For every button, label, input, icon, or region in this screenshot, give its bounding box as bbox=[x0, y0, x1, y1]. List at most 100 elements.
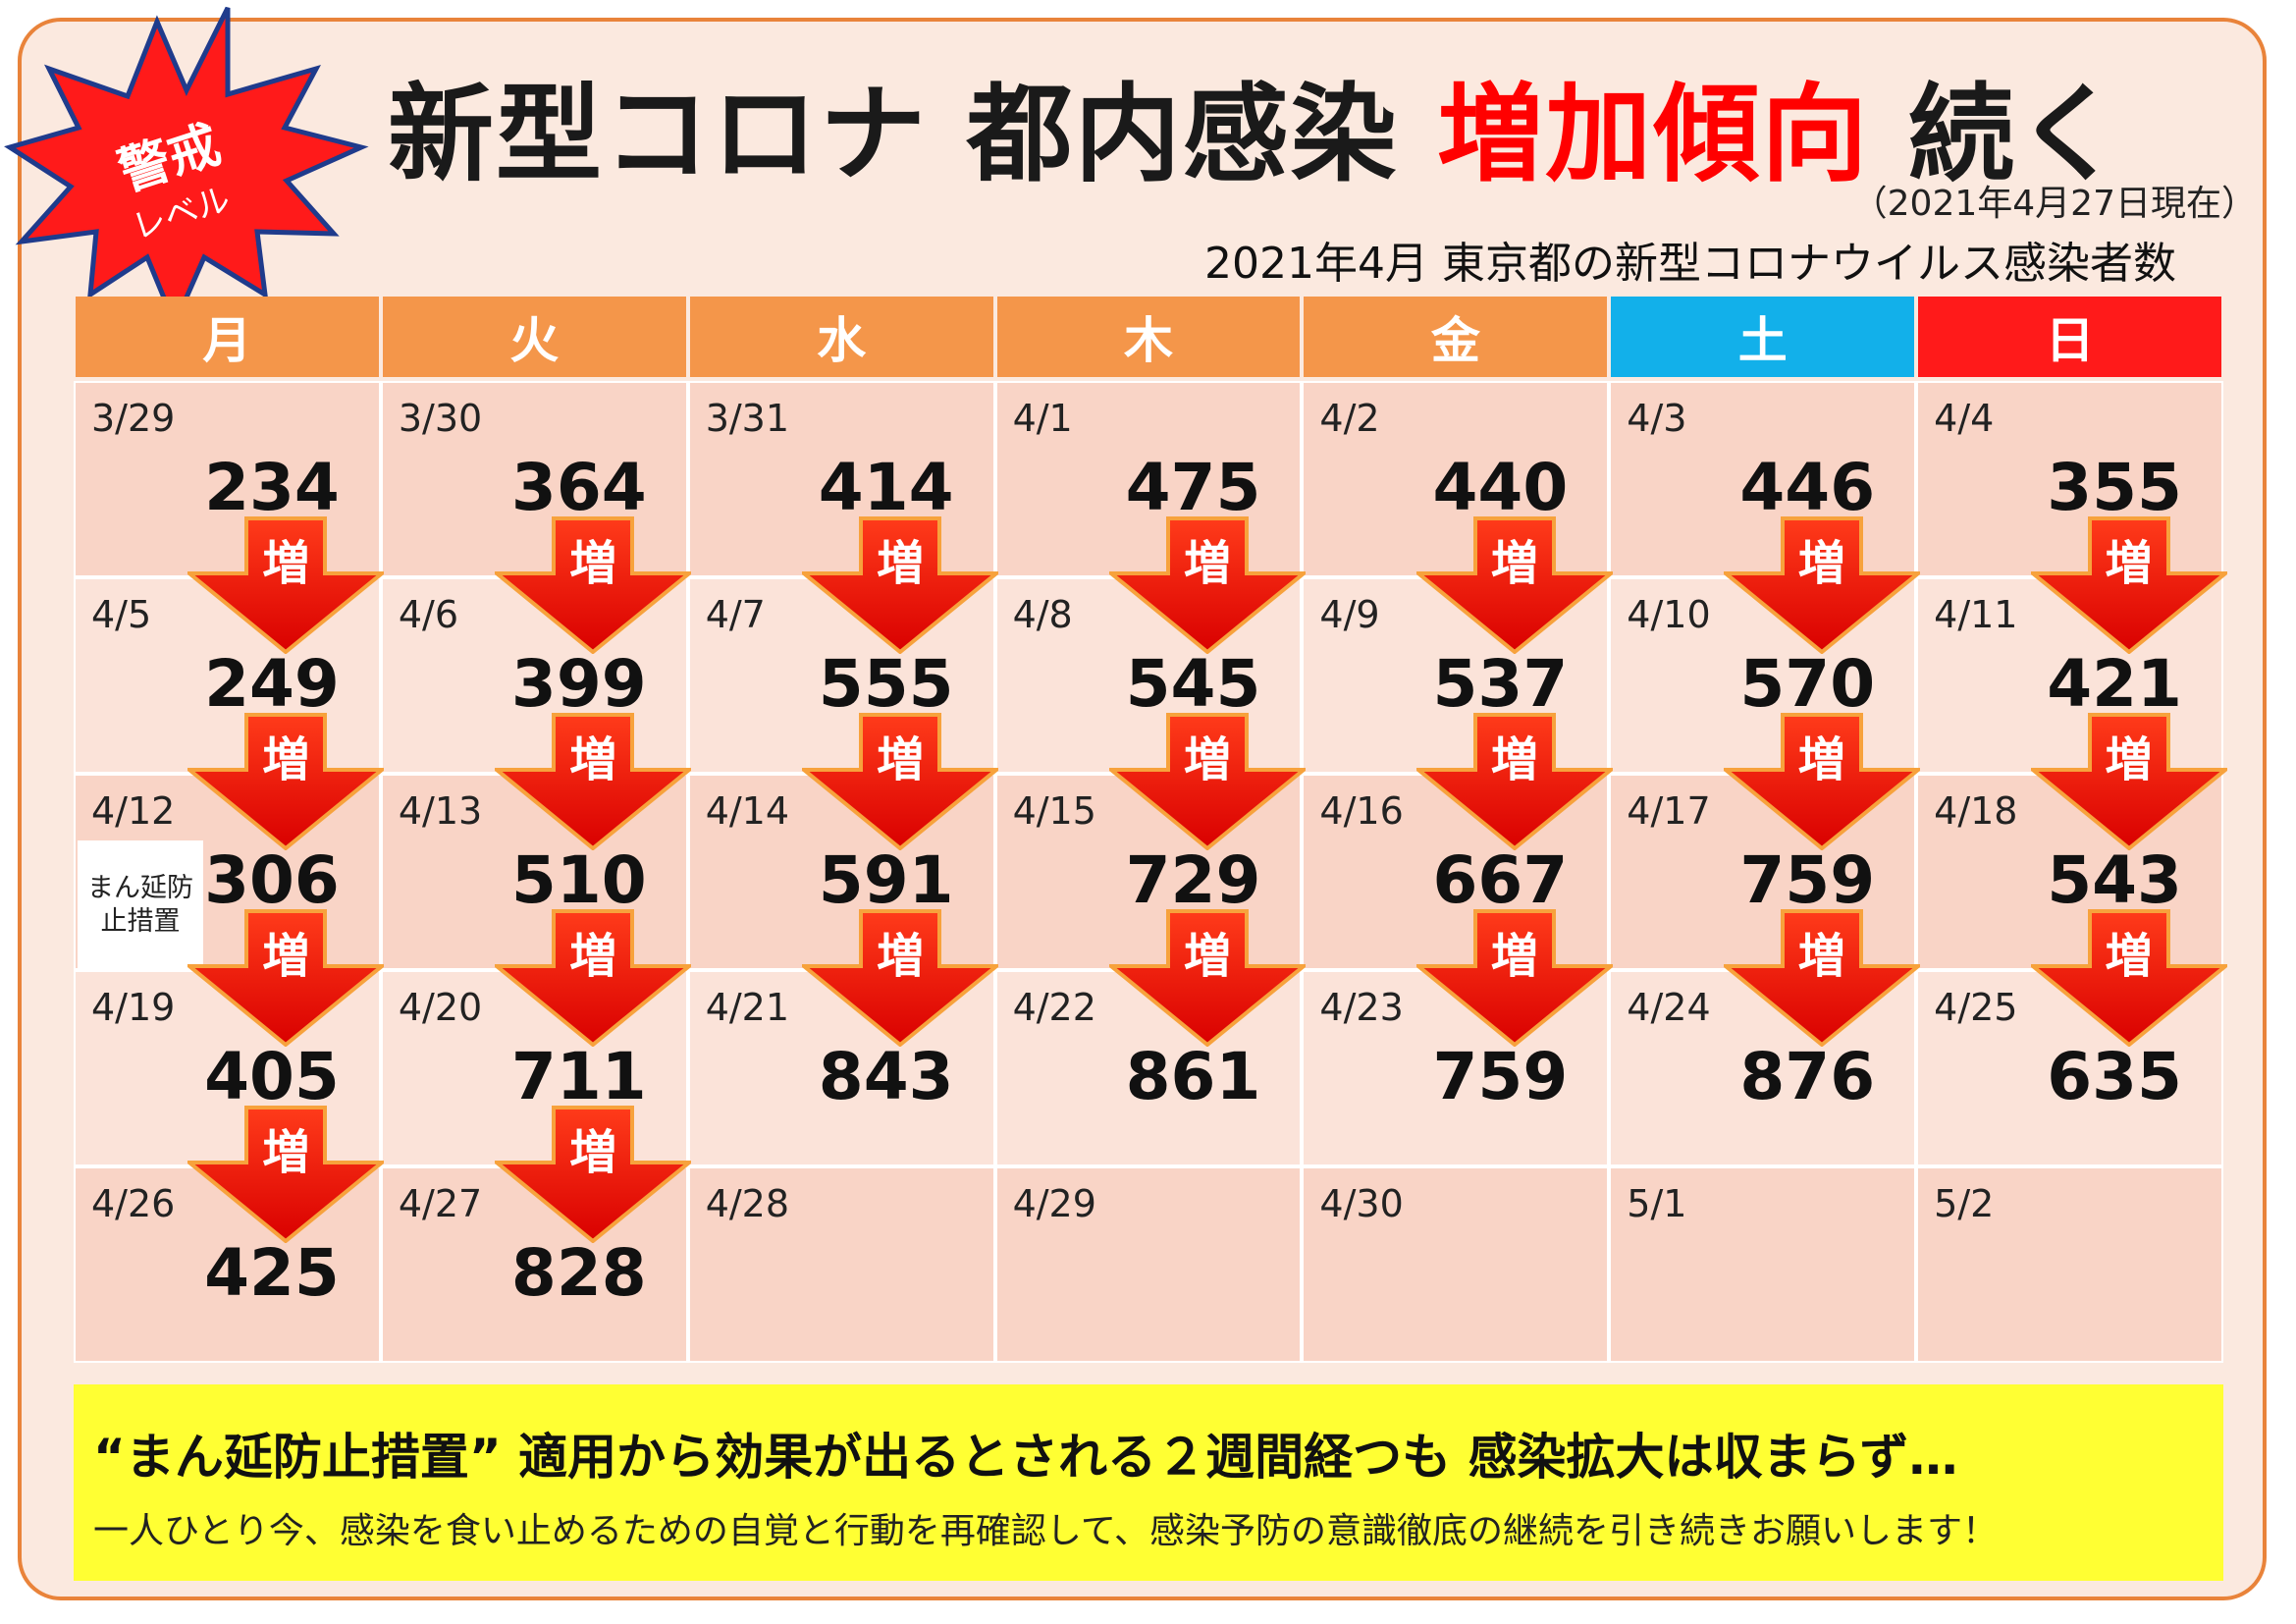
increase-arrow-icon: 増 bbox=[491, 713, 695, 851]
day-date: 4/11 bbox=[1934, 593, 2018, 636]
day-date: 4/8 bbox=[1012, 593, 1073, 636]
arrow-shape bbox=[1720, 713, 1924, 851]
increase-label: 増 bbox=[262, 536, 310, 591]
page-title: 新型コロナ 都内感染 増加傾向 続く bbox=[388, 49, 2155, 196]
measure-note: まん延防止措置 bbox=[78, 840, 203, 970]
day-case-count: 667 bbox=[1432, 842, 1569, 918]
increase-label: 増 bbox=[877, 732, 925, 787]
day-date: 4/3 bbox=[1627, 397, 1687, 440]
day-case-count: 510 bbox=[510, 842, 647, 918]
increase-label: 増 bbox=[262, 1125, 310, 1180]
day-date: 4/28 bbox=[705, 1182, 790, 1225]
day-cell: 3/30 364 bbox=[380, 381, 688, 577]
increase-arrow-icon: 増 bbox=[1720, 516, 1924, 655]
day-date: 4/7 bbox=[705, 593, 766, 636]
day-date: 4/25 bbox=[1934, 986, 2018, 1029]
day-date: 4/17 bbox=[1627, 789, 1711, 833]
day-date: 4/13 bbox=[398, 789, 483, 833]
day-case-count: 249 bbox=[204, 646, 340, 722]
measure-note-text: まん延防止措置 bbox=[86, 873, 193, 937]
day-date: 3/29 bbox=[91, 397, 176, 440]
increase-label: 増 bbox=[1183, 536, 1231, 591]
increase-arrow-icon: 増 bbox=[2026, 516, 2231, 655]
day-case-count: 306 bbox=[204, 842, 340, 918]
arrow-shape bbox=[1413, 909, 1617, 1048]
weekday-header-3: 木 bbox=[996, 297, 1301, 377]
arrow-shape bbox=[1413, 713, 1617, 851]
day-case-count: 421 bbox=[2047, 646, 2182, 722]
increase-arrow-icon: 増 bbox=[1413, 909, 1617, 1048]
arrow-shape bbox=[798, 516, 1002, 655]
message-headline: “まん延防止措置” 適用から効果が出るとされる２週間経つも 感染拡大は収まらず… bbox=[93, 1429, 1958, 1486]
increase-arrow-icon: 増 bbox=[798, 516, 1002, 655]
arrow-shape bbox=[1413, 516, 1617, 655]
day-date: 4/14 bbox=[705, 789, 790, 833]
day-case-count: 729 bbox=[1125, 842, 1261, 918]
day-date: 4/24 bbox=[1627, 986, 1711, 1029]
arrow-shape bbox=[1105, 909, 1309, 1048]
day-case-count: 876 bbox=[1739, 1039, 1876, 1114]
increase-label: 増 bbox=[1797, 732, 1845, 787]
increase-label: 増 bbox=[569, 929, 617, 984]
day-case-count: 545 bbox=[1125, 646, 1261, 722]
day-date: 4/18 bbox=[1934, 789, 2018, 833]
increase-label: 増 bbox=[1183, 929, 1231, 984]
weekday-header-4: 金 bbox=[1304, 297, 1608, 377]
day-date: 4/9 bbox=[1319, 593, 1380, 636]
title-part2: 続く bbox=[1869, 74, 2124, 196]
title-highlight: 増加傾向 bbox=[1437, 74, 1870, 196]
increase-arrow-icon: 増 bbox=[2026, 909, 2231, 1048]
day-date: 4/16 bbox=[1319, 789, 1404, 833]
day-date: 5/1 bbox=[1627, 1182, 1687, 1225]
day-cell: 4/29 bbox=[994, 1166, 1303, 1363]
day-case-count: 364 bbox=[510, 450, 647, 525]
increase-label: 増 bbox=[2105, 732, 2153, 787]
day-cell: 4/4 355 bbox=[1916, 381, 2223, 577]
day-date: 4/12 bbox=[91, 789, 176, 833]
arrow-shape bbox=[798, 713, 1002, 851]
weekday-header-row: 月火水木金土日 bbox=[74, 297, 2223, 377]
arrow-shape bbox=[2026, 516, 2231, 655]
day-cell: 4/19 405 bbox=[74, 970, 381, 1166]
day-case-count: 843 bbox=[818, 1039, 954, 1114]
increase-arrow-icon: 増 bbox=[1720, 909, 1924, 1048]
day-cell: 4/26 425 bbox=[74, 1166, 381, 1363]
arrow-shape bbox=[491, 909, 695, 1048]
day-case-count: 355 bbox=[2047, 450, 2182, 525]
day-date: 4/29 bbox=[1012, 1182, 1096, 1225]
day-case-count: 711 bbox=[510, 1039, 647, 1114]
increase-arrow-icon: 増 bbox=[1720, 713, 1924, 851]
day-cell: 5/2 bbox=[1916, 1166, 2223, 1363]
title-part1: 新型コロナ 都内感染 bbox=[388, 74, 1438, 196]
weekday-header-1: 火 bbox=[382, 297, 686, 377]
increase-label: 増 bbox=[569, 1125, 617, 1180]
arrow-shape bbox=[1720, 516, 1924, 655]
day-case-count: 425 bbox=[204, 1235, 340, 1311]
weekday-header-0: 月 bbox=[76, 297, 379, 377]
day-case-count: 828 bbox=[510, 1235, 647, 1311]
arrow-shape bbox=[1105, 713, 1309, 851]
day-date: 5/2 bbox=[1934, 1182, 1995, 1225]
day-case-count: 414 bbox=[818, 450, 954, 525]
increase-arrow-icon: 増 bbox=[491, 909, 695, 1048]
increase-label: 増 bbox=[569, 732, 617, 787]
day-cell: 4/3 446 bbox=[1609, 381, 1917, 577]
increase-arrow-icon: 増 bbox=[184, 713, 389, 851]
day-date: 4/30 bbox=[1319, 1182, 1404, 1225]
increase-arrow-icon: 増 bbox=[798, 713, 1002, 851]
increase-arrow-icon: 増 bbox=[1105, 909, 1309, 1048]
day-date: 4/4 bbox=[1934, 397, 1995, 440]
day-date: 4/6 bbox=[398, 593, 458, 636]
day-case-count: 446 bbox=[1739, 450, 1876, 525]
day-date: 3/31 bbox=[705, 397, 790, 440]
message-box: “まん延防止措置” 適用から効果が出るとされる２週間経つも 感染拡大は収まらず…… bbox=[74, 1384, 2223, 1581]
day-date: 4/20 bbox=[398, 986, 483, 1029]
day-date: 4/23 bbox=[1319, 986, 1404, 1029]
arrow-shape bbox=[1720, 909, 1924, 1048]
increase-label: 増 bbox=[1490, 536, 1538, 591]
increase-label: 増 bbox=[569, 536, 617, 591]
increase-arrow-icon: 増 bbox=[184, 516, 389, 655]
calendar-grid: 3/29 234 3/30 364 3/31 414 4/1 475 4/2 440 4/3 446 4… bbox=[74, 381, 2231, 1363]
day-case-count: 440 bbox=[1432, 450, 1569, 525]
day-cell: 4/28 bbox=[687, 1166, 995, 1363]
